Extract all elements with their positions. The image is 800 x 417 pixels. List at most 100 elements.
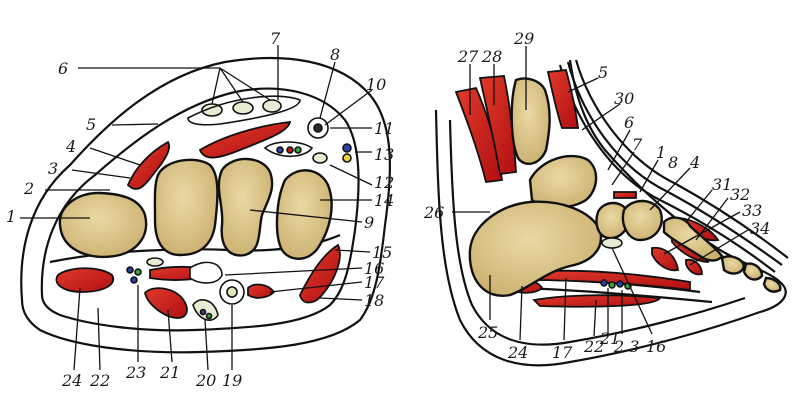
left-tendons xyxy=(126,95,352,321)
bone-2 xyxy=(153,158,219,257)
left-label-6: 6 xyxy=(58,59,68,78)
right-label-8: 8 xyxy=(668,153,678,172)
right-label-28: 28 xyxy=(481,47,502,66)
muscle-21-right xyxy=(532,294,662,308)
muscle-28 xyxy=(478,75,517,175)
left-label-15: 15 xyxy=(372,243,392,262)
vessel-r1 xyxy=(600,279,608,287)
right-leader-lines xyxy=(452,46,749,341)
bone-phalanx-3 xyxy=(762,276,782,293)
left-label-11: 11 xyxy=(374,119,394,138)
vessel-20b xyxy=(205,312,213,320)
left-label-9: 9 xyxy=(364,213,374,232)
left-label-8: 8 xyxy=(330,45,340,64)
tendon-16-right xyxy=(601,237,623,249)
right-bones xyxy=(468,77,782,297)
left-label-10: 10 xyxy=(366,75,386,94)
left-label-3: 3 xyxy=(48,159,58,178)
right-label-32: 32 xyxy=(730,185,750,204)
right-label-24: 24 xyxy=(507,343,528,362)
bone-29 xyxy=(510,77,551,166)
muscle-34 xyxy=(685,258,703,276)
right-label-27: 27 xyxy=(457,47,479,66)
tendon-16-hook xyxy=(189,261,223,284)
right-label-23: 2 3 xyxy=(613,337,639,356)
fascia-outline xyxy=(40,87,360,332)
left-label-19: 19 xyxy=(222,371,242,390)
muscle-33 xyxy=(651,246,680,272)
left-label-24: 24 xyxy=(61,371,82,390)
right-label-7: 7 xyxy=(632,135,643,154)
left-labels: 1 2 3 4 5 6 7 8 10 11 13 12 14 9 15 16 1… xyxy=(6,29,394,390)
right-label-22: 22 xyxy=(583,337,604,356)
vessel-23a xyxy=(126,266,134,274)
bone-cuneiform xyxy=(621,199,663,242)
left-bones xyxy=(58,157,333,260)
tendon-6b xyxy=(232,101,254,115)
vessel-20a xyxy=(199,308,207,316)
muscle-3 xyxy=(126,140,170,190)
left-label-22: 22 xyxy=(89,371,110,390)
left-label-14: 14 xyxy=(374,191,394,210)
nerve-13b xyxy=(342,153,352,163)
vessel-c xyxy=(294,146,302,154)
bone-9 xyxy=(217,157,274,257)
foot-skin-outline xyxy=(434,59,787,367)
right-label-26: 26 xyxy=(423,203,444,222)
muscle-5-right xyxy=(546,69,580,129)
bone-metatarsal xyxy=(662,216,724,262)
left-label-23: 23 xyxy=(125,363,146,382)
right-label-6: 6 xyxy=(624,113,634,132)
right-label-25: 25 xyxy=(477,323,498,342)
left-label-20: 20 xyxy=(195,371,216,390)
left-label-1: 1 xyxy=(6,207,16,226)
muscle-4 xyxy=(198,120,292,159)
left-label-13: 13 xyxy=(374,145,394,164)
right-label-29: 29 xyxy=(513,29,534,48)
left-label-2: 2 xyxy=(23,179,34,198)
left-leader-lines xyxy=(20,45,373,371)
tendon-15 xyxy=(146,257,164,267)
right-label-5: 5 xyxy=(598,63,608,82)
bone-phalanx-1 xyxy=(720,255,746,275)
right-label-33: 33 xyxy=(742,201,762,220)
bone-25-calcaneus xyxy=(468,200,603,297)
muscle-17-right xyxy=(527,269,691,292)
muscle-21 xyxy=(144,287,188,319)
right-label-16: 16 xyxy=(646,337,666,356)
left-label-18: 18 xyxy=(364,291,384,310)
left-label-12: 12 xyxy=(374,173,394,192)
retinaculum xyxy=(187,95,301,126)
vessel-23c xyxy=(130,276,138,284)
bone-navicular xyxy=(595,201,631,240)
muscle-17 xyxy=(247,283,276,299)
left-label-7: 7 xyxy=(270,29,281,48)
right-label-30: 30 xyxy=(614,89,634,108)
vessel-r3 xyxy=(616,280,624,288)
muscle-1-right xyxy=(613,191,637,199)
tendon-7 xyxy=(262,99,282,113)
left-label-17: 17 xyxy=(364,273,385,292)
nerve-13 xyxy=(342,143,352,153)
right-label-4: 4 xyxy=(689,153,700,172)
right-label-1: 1 xyxy=(656,143,666,162)
bone-14 xyxy=(275,169,333,260)
right-label-21: 21 xyxy=(599,329,620,348)
left-label-21: 21 xyxy=(159,363,180,382)
left-label-5: 5 xyxy=(86,115,96,134)
muscle-27 xyxy=(454,86,504,183)
bone-phalanx-2 xyxy=(742,262,764,281)
right-labels: 27 28 29 5 30 6 7 1 8 4 31 32 33 34 26 2… xyxy=(423,29,770,362)
left-label-16: 16 xyxy=(364,259,384,278)
vessel-b xyxy=(286,146,294,154)
vessel-23b xyxy=(134,268,142,276)
right-label-17: 17 xyxy=(552,343,573,362)
vessel-r2 xyxy=(608,281,616,289)
tendon-8-core xyxy=(313,123,323,133)
tendon-12 xyxy=(312,152,328,164)
right-label-34: 34 xyxy=(750,219,770,238)
tendon-19-core xyxy=(226,286,238,298)
dorsal-tendon-c xyxy=(574,59,789,259)
bone-30-talus xyxy=(528,154,598,209)
